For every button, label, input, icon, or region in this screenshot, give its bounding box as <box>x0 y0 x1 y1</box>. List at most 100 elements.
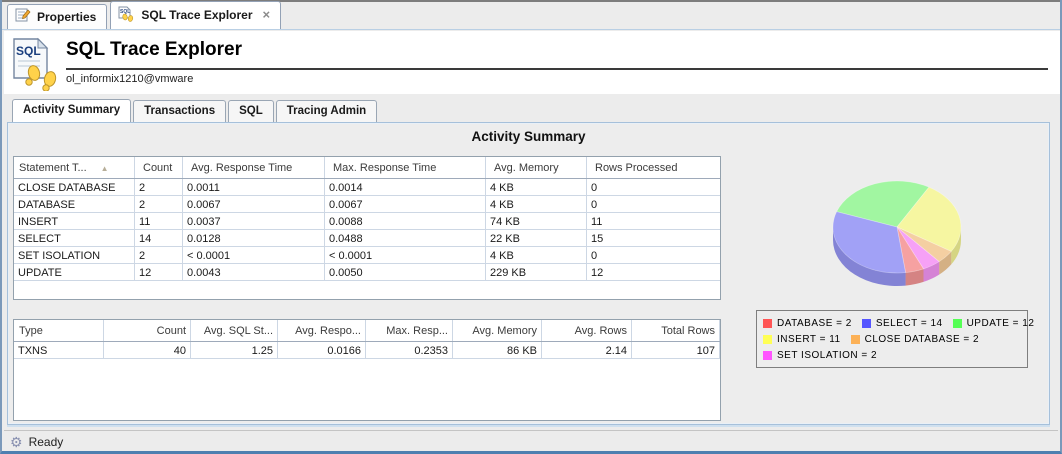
statement-summary-table: Statement T... ▲ Count Avg. Response Time Ma… <box>13 156 721 300</box>
column-header[interactable]: Statement T... ▲ <box>14 157 135 178</box>
tab-sql[interactable]: SQL <box>228 100 274 122</box>
table-header-row: Statement T... ▲ Count Avg. Response Time Ma… <box>14 157 720 179</box>
column-header[interactable]: Count <box>135 157 183 178</box>
column-header[interactable]: Rows Processed <box>587 157 720 178</box>
table-cell: TXNS <box>14 342 104 358</box>
column-header[interactable]: Avg. Memory <box>453 320 542 341</box>
table-cell: 12 <box>135 264 183 280</box>
table-cell: INSERT <box>14 213 135 229</box>
table-cell: SELECT <box>14 230 135 246</box>
page-header: SQL SQL Trace Explorer ol_informix1210@v… <box>4 31 1060 94</box>
pie-slice-insert[interactable] <box>896 186 962 252</box>
pie-slice-set-isolation[interactable] <box>896 226 940 270</box>
tab-sql-trace-explorer[interactable]: SQL SQL Trace Explorer × <box>110 1 282 29</box>
legend-label: SELECT = 14 <box>875 317 943 329</box>
column-header-label: Avg. Rows <box>574 325 627 337</box>
table-cell: 86 KB <box>453 342 542 358</box>
table-cell: 12 <box>587 264 720 280</box>
table-cell: < 0.0001 <box>183 247 325 263</box>
legend-swatch <box>952 318 962 328</box>
table-row[interactable]: CLOSE DATABASE 2 0.0011 0.0014 4 KB 0 <box>14 179 720 196</box>
column-header[interactable]: Total Rows <box>632 320 720 341</box>
table-cell: 0.0067 <box>325 196 486 212</box>
table-cell: SET ISOLATION <box>14 247 135 263</box>
column-header[interactable]: Max. Response Time <box>325 157 486 178</box>
legend-item: SET ISOLATION = 2 <box>763 350 877 361</box>
window-tab-bar: Properties SQL SQL Trace Explorer × <box>2 0 1060 30</box>
close-tab-icon[interactable]: × <box>262 7 271 22</box>
legend-label: CLOSE DATABASE = 2 <box>864 333 980 345</box>
table-row[interactable]: TXNS 40 1.25 0.0166 0.2353 86 KB 2.14 107 <box>14 342 720 359</box>
transaction-summary-table: Type Count Avg. SQL St... Avg. Respo... Max.… <box>13 319 721 421</box>
pie-slice-side-close-database <box>939 251 952 275</box>
svg-text:SQL: SQL <box>120 9 130 15</box>
sql-trace-page-icon: SQL <box>12 35 62 96</box>
table-header-row: Type Count Avg. SQL St... Avg. Respo... Max.… <box>14 320 720 342</box>
table-cell: 2.14 <box>542 342 632 358</box>
table-cell: 11 <box>135 213 183 229</box>
properties-icon <box>15 7 31 26</box>
table-cell: 107 <box>632 342 720 358</box>
column-header-label: Count <box>156 325 186 337</box>
table-cell: 4 KB <box>486 196 587 212</box>
column-header[interactable]: Count <box>104 320 191 341</box>
table-row[interactable]: DATABASE 2 0.0067 0.0067 4 KB 0 <box>14 196 720 213</box>
legend-label: DATABASE = 2 <box>777 317 852 329</box>
pie-slice-update[interactable] <box>836 180 930 228</box>
column-header-label: Statement T... <box>19 162 87 174</box>
column-header-label: Avg. Memory <box>494 162 559 174</box>
tab-tracing-admin[interactable]: Tracing Admin <box>275 100 378 122</box>
legend-label: SET ISOLATION = 2 <box>777 349 878 361</box>
table-cell: DATABASE <box>14 196 135 212</box>
column-header[interactable]: Avg. Memory <box>486 157 587 178</box>
table-row[interactable]: INSERT 11 0.0037 0.0088 74 KB 11 <box>14 213 720 230</box>
table-cell: 229 KB <box>486 264 587 280</box>
tab-properties-label: Properties <box>37 9 97 24</box>
connection-label: ol_informix1210@vmware <box>66 73 194 85</box>
table-cell: 2 <box>135 196 183 212</box>
column-header-label: Avg. Respo... <box>295 325 361 337</box>
column-header[interactable]: Type <box>14 320 104 341</box>
pie-slice-side-set-isolation <box>923 261 940 282</box>
column-header-label: Total Rows <box>661 325 715 337</box>
table-cell: UPDATE <box>14 264 135 280</box>
column-header[interactable]: Avg. Respo... <box>278 320 366 341</box>
pie-slice-select[interactable] <box>832 211 906 274</box>
table-cell: 11 <box>587 213 720 229</box>
table-cell: 0.0088 <box>325 213 486 229</box>
legend-row: SET ISOLATION = 2 <box>763 347 1021 363</box>
column-header-label: Count <box>143 162 173 174</box>
tab-activity-summary[interactable]: Activity Summary <box>12 99 132 123</box>
table-row[interactable]: SELECT 14 0.0128 0.0488 22 KB 15 <box>14 230 720 247</box>
column-header[interactable]: Avg. SQL St... <box>191 320 278 341</box>
pie-slice-side-insert <box>951 227 961 265</box>
legend-swatch <box>850 334 860 344</box>
gear-icon: ⚙ <box>10 433 23 450</box>
sql-trace-icon: SQL <box>118 6 135 25</box>
table-cell: 74 KB <box>486 213 587 229</box>
tab-properties[interactable]: Properties <box>7 4 108 29</box>
table-cell: 2 <box>135 247 183 263</box>
tab-sql-trace-explorer-label: SQL Trace Explorer <box>141 8 253 22</box>
pie-slice-database[interactable] <box>896 226 925 273</box>
legend-item: SELECT = 14 <box>861 317 943 329</box>
table-cell: 0.0067 <box>183 196 325 212</box>
column-header[interactable]: Avg. Response Time <box>183 157 325 178</box>
table-cell: 4 KB <box>486 247 587 263</box>
table-row[interactable]: SET ISOLATION 2 < 0.0001 < 0.0001 4 KB 0 <box>14 247 720 264</box>
table-cell: CLOSE DATABASE <box>14 179 135 195</box>
column-header[interactable]: Avg. Rows <box>542 320 632 341</box>
legend-swatch <box>763 350 772 360</box>
status-bar: ⚙ Ready <box>4 430 1058 451</box>
pie-slice-side-database <box>905 268 924 286</box>
column-header-label: Avg. Memory <box>472 325 537 337</box>
tab-transactions[interactable]: Transactions <box>133 100 227 122</box>
table-row[interactable]: UPDATE 12 0.0043 0.0050 229 KB 12 <box>14 264 720 281</box>
legend-swatch <box>763 334 772 344</box>
section-title: Activity Summary <box>471 129 586 144</box>
pie-slice-close-database[interactable] <box>896 226 952 263</box>
column-header[interactable]: Max. Resp... <box>366 320 453 341</box>
legend-item: CLOSE DATABASE = 2 <box>850 333 980 345</box>
page-title: SQL Trace Explorer <box>66 39 243 60</box>
sub-tab-bar: Activity Summary Transactions SQL Tracin… <box>4 94 1058 123</box>
